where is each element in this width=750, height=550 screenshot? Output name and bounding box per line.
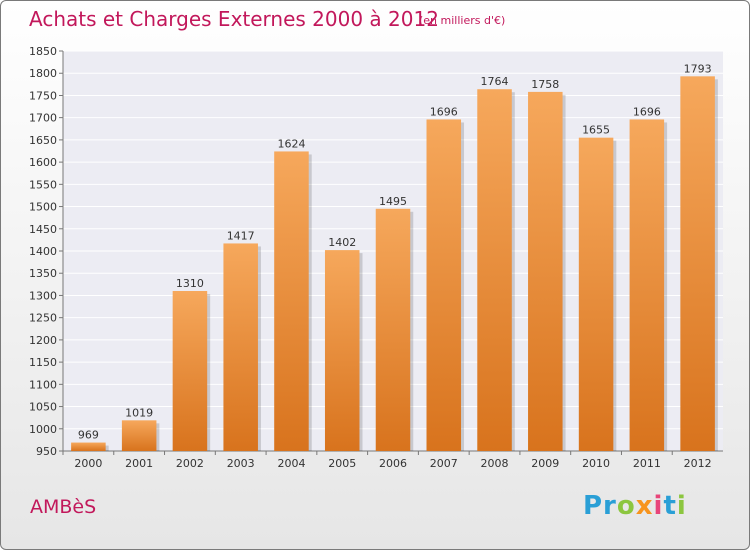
- data-label: 1696: [633, 105, 661, 118]
- bar: [426, 119, 462, 451]
- y-tick-label: 1700: [29, 112, 57, 125]
- y-tick-label: 1600: [29, 156, 57, 169]
- y-tick-label: 950: [36, 445, 57, 458]
- y-tick-label: 1350: [29, 267, 57, 280]
- bar: [223, 243, 258, 451]
- bar: [680, 76, 715, 451]
- x-tick-label: 2008: [481, 457, 509, 470]
- bar: [578, 137, 614, 451]
- y-tick-label: 1800: [29, 67, 57, 80]
- logo-part-2: o: [616, 491, 636, 521]
- data-label: 1019: [125, 406, 153, 419]
- y-tick-label: 1550: [29, 178, 57, 191]
- logo-part-6: i: [676, 491, 687, 521]
- x-tick-label: 2003: [227, 457, 255, 470]
- data-label: 1655: [582, 124, 610, 137]
- data-label: 1495: [379, 195, 407, 208]
- data-label: 1624: [277, 137, 305, 150]
- x-tick-label: 2000: [74, 457, 102, 470]
- bar: [172, 291, 208, 451]
- y-tick-label: 1200: [29, 334, 57, 347]
- data-label: 1793: [684, 62, 712, 75]
- x-tick-label: 2010: [582, 457, 610, 470]
- data-label: 1417: [227, 229, 255, 242]
- x-tick-label: 2009: [531, 457, 559, 470]
- y-tick-label: 1500: [29, 201, 57, 214]
- x-tick-label: 2012: [684, 457, 712, 470]
- place-name: AMBèS: [30, 496, 97, 518]
- proxiti-logo[interactable]: Proxiti: [583, 491, 687, 521]
- x-tick-label: 2011: [633, 457, 661, 470]
- bar: [71, 442, 106, 451]
- data-label: 969: [78, 429, 99, 442]
- logo-part-5: t: [663, 491, 677, 521]
- bar: [528, 91, 563, 451]
- y-tick-label: 1300: [29, 289, 57, 302]
- data-label: 1310: [176, 277, 204, 290]
- bar: [375, 208, 411, 451]
- y-tick-label: 1850: [29, 45, 57, 58]
- data-label: 1402: [328, 236, 356, 249]
- bar: [629, 119, 665, 451]
- x-tick-label: 2007: [430, 457, 458, 470]
- y-tick-label: 1000: [29, 423, 57, 436]
- bar: [477, 89, 512, 451]
- x-tick-label: 2006: [379, 457, 407, 470]
- y-tick-label: 1100: [29, 378, 57, 391]
- data-label: 1764: [481, 75, 509, 88]
- y-tick-label: 1050: [29, 401, 57, 414]
- x-tick-label: 2001: [125, 457, 153, 470]
- chart-title: Achats et Charges Externes 2000 à 2012: [29, 7, 439, 31]
- y-tick-label: 1650: [29, 134, 57, 147]
- logo-part-1: Pr: [583, 491, 617, 521]
- x-tick-label: 2005: [328, 457, 356, 470]
- data-label: 1758: [531, 78, 559, 91]
- bar: [274, 151, 309, 451]
- bar: [121, 420, 157, 451]
- logo-part-4: i: [653, 491, 664, 521]
- chart-subtitle: (en milliers d'€): [419, 14, 506, 27]
- x-tick-label: 2002: [176, 457, 204, 470]
- y-tick-label: 1750: [29, 89, 57, 102]
- y-tick-label: 1450: [29, 223, 57, 236]
- y-tick-label: 1150: [29, 356, 57, 369]
- y-tick-label: 1400: [29, 245, 57, 258]
- data-label: 1696: [430, 105, 458, 118]
- logo-part-3: x: [635, 491, 654, 521]
- y-tick-label: 1250: [29, 312, 57, 325]
- bar: [324, 250, 360, 451]
- x-tick-label: 2004: [277, 457, 305, 470]
